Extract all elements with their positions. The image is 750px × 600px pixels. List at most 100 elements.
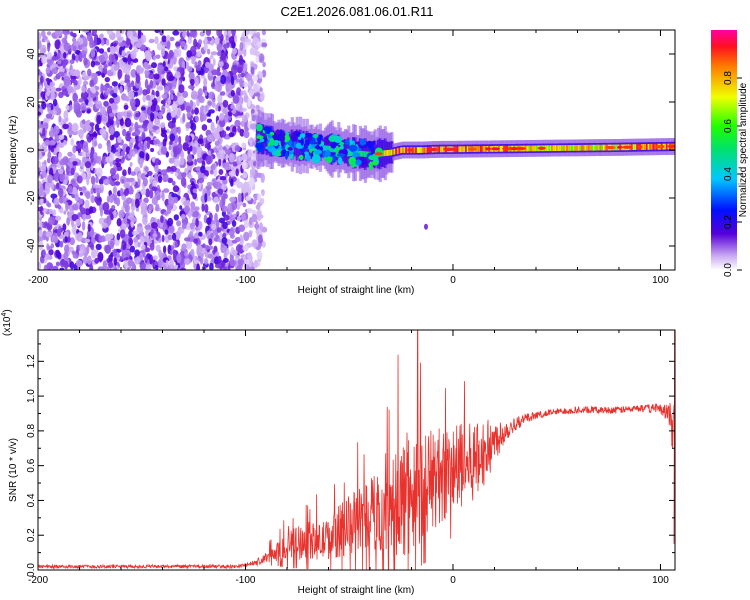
noise-speckle — [97, 266, 104, 270]
noise-speckle — [98, 64, 103, 73]
noise-speckle — [69, 237, 76, 246]
noise-speckle — [64, 236, 68, 243]
ridge-core — [526, 145, 530, 152]
noise-speckle — [132, 230, 139, 236]
ridge-core — [601, 144, 605, 151]
noise-speckle — [102, 260, 108, 270]
noise-speckle — [129, 162, 133, 167]
noise-speckle — [218, 144, 223, 151]
noise-speckle — [171, 193, 178, 198]
noise-speckle — [173, 196, 179, 204]
noise-speckle — [261, 69, 267, 78]
ridge-core — [559, 145, 563, 151]
ridge-core — [544, 145, 548, 152]
noise-speckle — [124, 188, 130, 196]
noise-speckle — [230, 104, 235, 110]
noise-speckle — [40, 147, 48, 153]
ridge-blob — [351, 152, 361, 158]
noise-speckle — [47, 105, 51, 113]
noise-speckle — [222, 162, 230, 168]
noise-speckle — [239, 234, 244, 243]
noise-speckle — [69, 104, 73, 111]
ridge-core — [415, 147, 419, 153]
ridge-core — [285, 141, 289, 147]
noise-speckle — [195, 64, 202, 71]
noise-speckle — [146, 171, 153, 176]
noise-speckle — [74, 182, 78, 187]
noise-speckle — [168, 259, 174, 269]
noise-speckle — [161, 191, 165, 202]
noise-speckle — [113, 257, 118, 266]
noise-speckle — [234, 119, 241, 128]
noise-speckle — [249, 123, 257, 130]
noise-speckle — [104, 233, 112, 242]
noise-speckle — [149, 79, 154, 89]
noise-speckle — [237, 258, 245, 266]
noise-speckle — [161, 35, 167, 43]
noise-speckle — [152, 233, 158, 238]
noise-speckle — [70, 138, 74, 146]
noise-speckle — [219, 91, 226, 96]
noise-speckle — [144, 263, 152, 270]
noise-speckle — [42, 127, 46, 137]
noise-speckle — [47, 151, 52, 160]
noise-speckle — [130, 50, 137, 60]
noise-speckle — [83, 75, 90, 80]
noise-speckle — [65, 104, 70, 111]
noise-speckle — [145, 136, 151, 142]
noise-speckle — [59, 173, 65, 182]
noise-speckle — [164, 85, 170, 95]
ridge-hotspot — [374, 152, 383, 156]
noise-speckle — [81, 186, 87, 191]
noise-speckle — [128, 185, 133, 195]
noise-speckle — [118, 42, 126, 47]
noise-speckle — [118, 36, 122, 42]
noise-speckle — [187, 36, 193, 45]
snr-panel: -200 -100 0 100 0.0 0.2 0.4 0.6 0.8 1.0 1.2 (x104)… — [1, 309, 676, 596]
noise-speckle — [52, 236, 59, 244]
noise-speckle — [52, 98, 58, 107]
noise-speckle — [260, 91, 265, 102]
noise-speckle — [226, 248, 230, 256]
noise-speckle — [230, 90, 235, 97]
noise-speckle — [161, 94, 168, 99]
noise-speckle — [185, 136, 191, 142]
snr-exponent-close: ) — [2, 309, 13, 312]
noise-speckle — [135, 192, 141, 201]
noise-speckle — [81, 221, 86, 231]
noise-speckle — [55, 87, 62, 92]
spectrogram-x-tick-label: -100 — [235, 275, 255, 286]
noise-speckle — [137, 177, 141, 186]
noise-speckle — [115, 197, 121, 207]
ridge-blob — [340, 144, 344, 151]
noise-speckle — [108, 53, 116, 63]
snr-exponent-label: (x104) — [1, 309, 13, 336]
noise-speckle — [137, 142, 144, 148]
noise-speckle — [242, 202, 247, 208]
noise-speckle — [170, 93, 174, 101]
noise-speckle — [214, 84, 219, 91]
noise-speckle — [171, 116, 176, 125]
noise-speckle — [180, 151, 185, 159]
noise-speckle — [242, 90, 247, 96]
noise-speckle — [190, 201, 196, 209]
noise-speckle — [259, 197, 265, 205]
noise-speckle — [152, 255, 158, 260]
noise-speckle — [62, 123, 69, 130]
noise-speckle — [172, 180, 176, 186]
noise-speckle — [205, 30, 212, 36]
noise-speckle — [82, 71, 87, 78]
noise-speckle — [90, 48, 96, 58]
noise-speckle — [193, 206, 200, 212]
noise-speckle — [140, 173, 146, 181]
ridge-core — [481, 146, 485, 152]
noise-speckle — [172, 232, 177, 241]
noise-speckle — [178, 135, 182, 145]
noise-speckle — [206, 181, 214, 186]
ridge-hotspot — [637, 145, 643, 149]
noise-speckle — [81, 119, 86, 125]
noise-speckle — [240, 192, 244, 203]
noise-speckle — [171, 122, 176, 128]
noise-speckle — [145, 188, 151, 198]
noise-speckle — [90, 175, 96, 185]
